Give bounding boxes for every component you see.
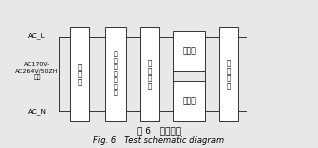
Bar [70,27,89,121]
Bar [173,81,205,121]
Text: AC_N: AC_N [28,109,47,115]
Bar [140,27,159,121]
Text: 电流表: 电流表 [182,47,196,56]
Text: 智
能
电
量
测
试
仪: 智 能 电 量 测 试 仪 [114,52,117,96]
Text: 调
压
器: 调 压 器 [78,63,82,85]
Bar [219,27,238,121]
Text: Fig. 6   Test schematic diagram: Fig. 6 Test schematic diagram [93,136,225,145]
Text: 被
测
电
源: 被 测 电 源 [147,59,152,89]
Text: 电压表: 电压表 [182,97,196,106]
Text: 图 6   测试框图: 图 6 测试框图 [137,126,181,135]
Text: 电
子
负
载: 电 子 负 载 [226,59,231,89]
Text: AC_L: AC_L [28,33,46,39]
Text: AC170V-
AC264V/50ZH
输入: AC170V- AC264V/50ZH 输入 [15,62,59,80]
Bar [105,27,126,121]
Bar [173,32,205,71]
